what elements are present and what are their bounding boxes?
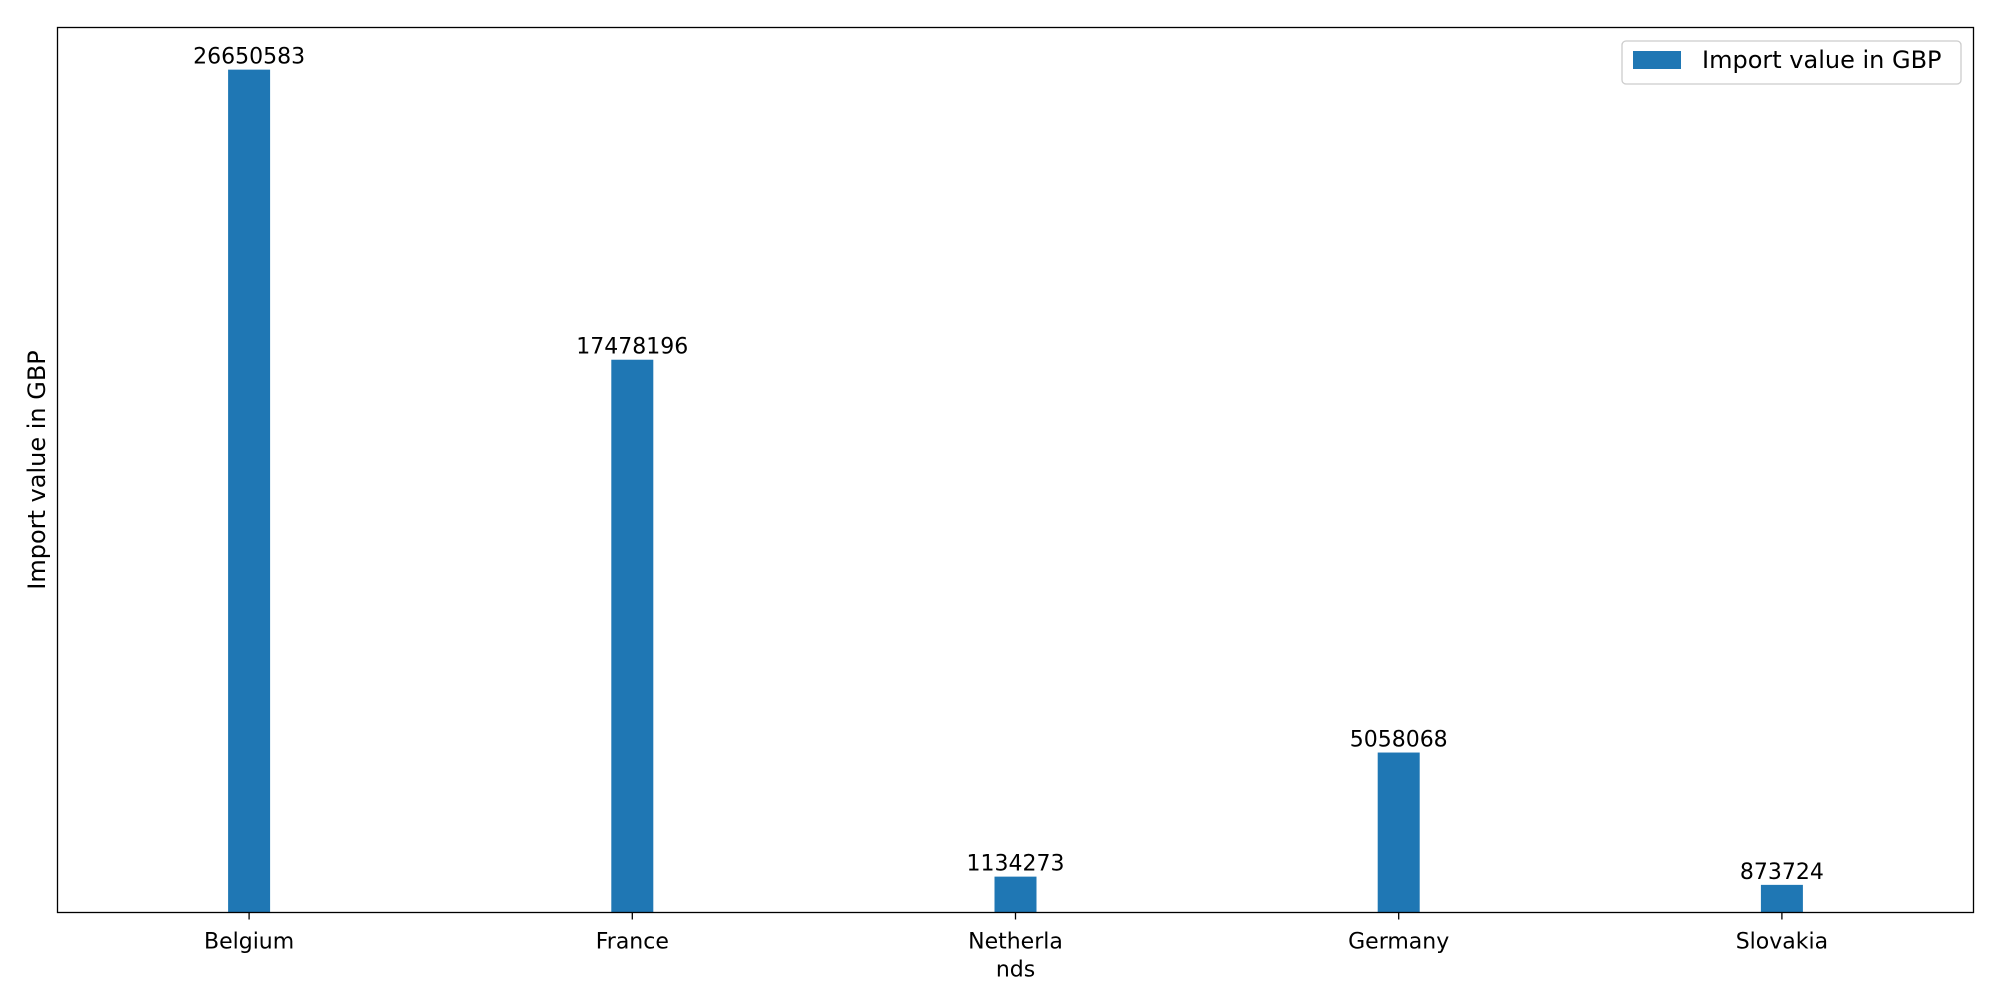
legend-entry-import-value: Import value in GBP: [1702, 46, 1942, 74]
x-tick-label-france: France: [596, 930, 669, 955]
data-label-germany: 5058068: [1350, 728, 1448, 753]
data-label-slovakia: 873724: [1740, 860, 1824, 885]
plot-frame: [56, 26, 1975, 914]
bars-layer: [228, 69, 1803, 913]
x-tick-label-netherla-nds: Netherla nds: [968, 930, 1063, 983]
x-tick-label-germany: Germany: [1348, 930, 1449, 955]
legend-swatch: [1633, 51, 1681, 69]
data-label-france: 17478196: [576, 335, 688, 360]
x-tick-label-belgium: Belgium: [204, 930, 294, 955]
bar-slovakia: [1760, 884, 1803, 913]
bar-germany: [1377, 752, 1420, 913]
y-axis-label: Import value in GBP: [23, 350, 51, 590]
bar-labels-layer: 26650583 17478196 1134273 5058068 873724: [193, 45, 1824, 885]
data-label-belgium: 26650583: [193, 45, 305, 70]
legend: Import value in GBP: [1621, 40, 1962, 85]
bar-france: [611, 359, 654, 913]
x-tick-label-slovakia: Slovakia: [1736, 930, 1828, 955]
bar-belgium: [228, 69, 271, 913]
bar-netherla-nds: [994, 876, 1037, 913]
x-ticks-layer: Belgium France Netherla nds Germany Slovakia: [204, 912, 1828, 983]
data-label-netherla-nds: 1134273: [967, 852, 1065, 877]
legend-frame: [1621, 40, 1962, 85]
